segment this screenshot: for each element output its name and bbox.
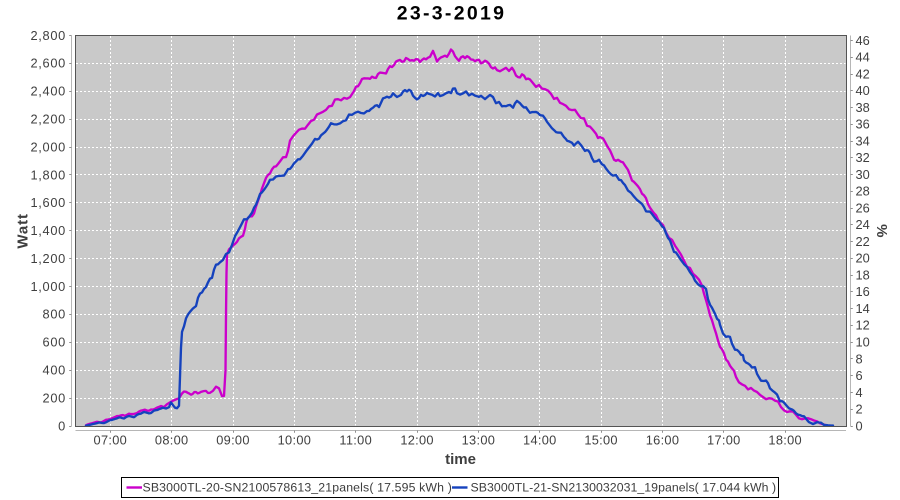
svg-text:0: 0 — [856, 418, 863, 433]
svg-text:28: 28 — [856, 184, 870, 199]
svg-text:8: 8 — [856, 351, 863, 366]
svg-text:600: 600 — [43, 335, 66, 350]
svg-text:22: 22 — [856, 234, 870, 249]
svg-text:1,000: 1,000 — [30, 279, 66, 294]
svg-text:14:00: 14:00 — [523, 433, 557, 448]
svg-text:17:00: 17:00 — [707, 433, 741, 448]
svg-text:SB3000TL-20-SN2100578613_21pan: SB3000TL-20-SN2100578613_21panels( 17.59… — [143, 481, 452, 495]
svg-text:1,800: 1,800 — [30, 167, 66, 182]
svg-text:14: 14 — [856, 301, 870, 316]
svg-text:11:00: 11:00 — [339, 433, 372, 448]
svg-text:800: 800 — [43, 307, 66, 322]
svg-text:32: 32 — [856, 150, 870, 165]
svg-text:09:00: 09:00 — [216, 433, 250, 448]
svg-text:24: 24 — [856, 217, 870, 232]
svg-text:16:00: 16:00 — [646, 433, 680, 448]
svg-text:12: 12 — [856, 318, 870, 333]
svg-text:12:00: 12:00 — [400, 433, 434, 448]
svg-text:6: 6 — [856, 368, 863, 383]
svg-text:18:00: 18:00 — [768, 433, 802, 448]
svg-text:2,200: 2,200 — [30, 112, 66, 127]
svg-text:2: 2 — [856, 402, 863, 417]
svg-text:26: 26 — [856, 200, 870, 215]
svg-text:10: 10 — [856, 335, 870, 350]
svg-text:42: 42 — [856, 66, 870, 81]
svg-text:1,200: 1,200 — [30, 251, 66, 266]
svg-text:08:00: 08:00 — [155, 433, 189, 448]
svg-text:SB3000TL-21-SN2130032031_19pan: SB3000TL-21-SN2130032031_19panels( 17.04… — [471, 481, 777, 495]
svg-text:4: 4 — [856, 385, 863, 400]
svg-text:46: 46 — [856, 33, 870, 48]
svg-text:10:00: 10:00 — [278, 433, 312, 448]
svg-text:07:00: 07:00 — [94, 433, 128, 448]
svg-text:200: 200 — [43, 390, 66, 405]
svg-text:23-3-2019: 23-3-2019 — [397, 3, 507, 25]
svg-text:36: 36 — [856, 117, 870, 132]
svg-text:15:00: 15:00 — [584, 433, 618, 448]
svg-text:1,400: 1,400 — [30, 223, 66, 238]
svg-text:2,400: 2,400 — [30, 84, 66, 99]
svg-text:400: 400 — [43, 363, 66, 378]
svg-text:1,600: 1,600 — [30, 195, 66, 210]
svg-text:40: 40 — [856, 83, 870, 98]
svg-text:2,800: 2,800 — [30, 28, 66, 43]
svg-text:34: 34 — [856, 133, 870, 148]
svg-text:18: 18 — [856, 268, 870, 283]
svg-text:20: 20 — [856, 251, 870, 266]
svg-text:%: % — [873, 224, 890, 237]
svg-text:30: 30 — [856, 167, 870, 182]
svg-text:2,600: 2,600 — [30, 56, 66, 71]
svg-text:time: time — [445, 451, 476, 468]
svg-text:16: 16 — [856, 284, 870, 299]
svg-text:0: 0 — [58, 418, 66, 433]
svg-text:2,000: 2,000 — [30, 139, 66, 154]
svg-text:13:00: 13:00 — [462, 433, 496, 448]
svg-text:44: 44 — [856, 50, 870, 65]
svg-text:38: 38 — [856, 100, 870, 115]
svg-text:Watt: Watt — [15, 213, 32, 249]
